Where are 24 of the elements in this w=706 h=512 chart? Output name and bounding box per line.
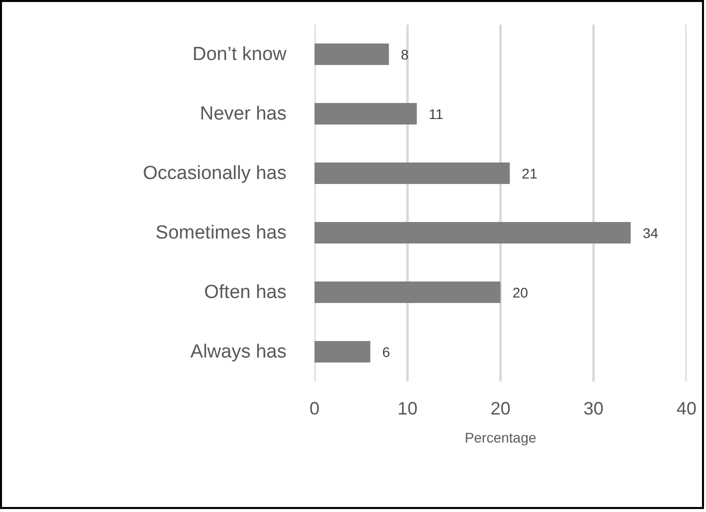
bar: [314, 103, 417, 124]
data-label: 8: [400, 46, 409, 62]
y-tick-label: Don’t know: [192, 44, 287, 65]
y-tick-label: Always has: [190, 341, 287, 362]
y-tick-label: Sometimes has: [156, 222, 287, 244]
data-label: 11: [428, 106, 444, 122]
y-tick-label: Never has: [200, 103, 287, 124]
x-tick-label: 40: [676, 398, 697, 418]
bar: [314, 44, 389, 65]
x-axis-title: Percentage: [464, 430, 537, 446]
bar: [314, 222, 631, 244]
data-label: 20: [512, 284, 528, 300]
data-label: 21: [522, 165, 538, 182]
x-tick-label: 20: [490, 398, 511, 418]
data-label: 34: [642, 224, 658, 241]
bar: [314, 282, 500, 303]
x-tick-label: 30: [583, 398, 604, 418]
x-tick-label: 10: [397, 398, 418, 418]
x-tick-label: 0: [309, 398, 320, 418]
bar: [314, 341, 370, 362]
y-tick-label: Often has: [204, 282, 287, 303]
data-label: 6: [382, 344, 390, 360]
y-tick-label: Occasionally has: [142, 162, 286, 184]
bar: [314, 162, 510, 184]
